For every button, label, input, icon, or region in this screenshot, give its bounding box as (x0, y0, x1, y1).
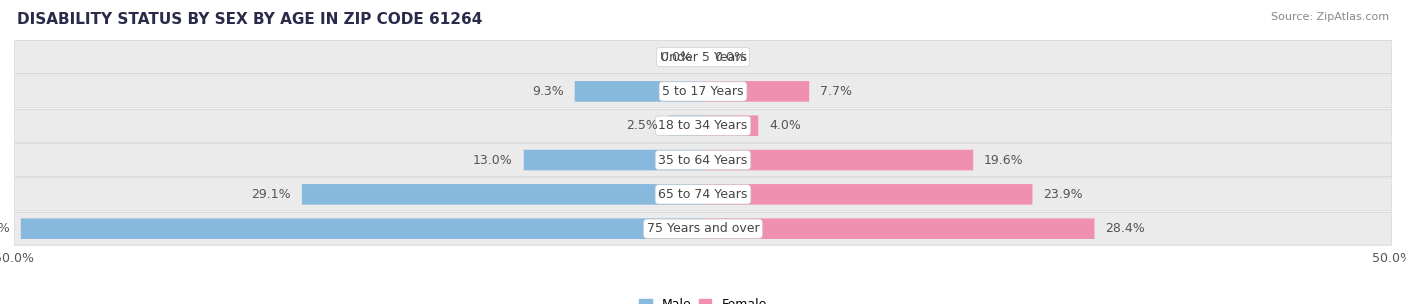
Text: 0.0%: 0.0% (714, 50, 747, 64)
Legend: Male, Female: Male, Female (640, 298, 766, 304)
Text: 19.6%: 19.6% (984, 154, 1024, 167)
FancyBboxPatch shape (14, 41, 1392, 74)
FancyBboxPatch shape (703, 184, 1032, 205)
Text: 0.0%: 0.0% (659, 50, 692, 64)
Text: 75 Years and over: 75 Years and over (647, 222, 759, 235)
Text: 29.1%: 29.1% (252, 188, 291, 201)
Text: 35 to 64 Years: 35 to 64 Years (658, 154, 748, 167)
Text: Under 5 Years: Under 5 Years (659, 50, 747, 64)
Text: 49.5%: 49.5% (0, 222, 10, 235)
Text: 18 to 34 Years: 18 to 34 Years (658, 119, 748, 132)
Text: 65 to 74 Years: 65 to 74 Years (658, 188, 748, 201)
FancyBboxPatch shape (703, 116, 758, 136)
Text: 4.0%: 4.0% (769, 119, 801, 132)
Text: 13.0%: 13.0% (472, 154, 513, 167)
FancyBboxPatch shape (14, 143, 1392, 177)
FancyBboxPatch shape (703, 81, 810, 102)
Text: DISABILITY STATUS BY SEX BY AGE IN ZIP CODE 61264: DISABILITY STATUS BY SEX BY AGE IN ZIP C… (17, 12, 482, 27)
FancyBboxPatch shape (21, 218, 703, 239)
FancyBboxPatch shape (575, 81, 703, 102)
FancyBboxPatch shape (14, 75, 1392, 108)
FancyBboxPatch shape (668, 116, 703, 136)
Text: 9.3%: 9.3% (531, 85, 564, 98)
Text: 7.7%: 7.7% (820, 85, 852, 98)
Text: 5 to 17 Years: 5 to 17 Years (662, 85, 744, 98)
FancyBboxPatch shape (14, 212, 1392, 245)
Text: 2.5%: 2.5% (626, 119, 658, 132)
FancyBboxPatch shape (14, 178, 1392, 211)
FancyBboxPatch shape (302, 184, 703, 205)
FancyBboxPatch shape (703, 150, 973, 170)
Text: 28.4%: 28.4% (1105, 222, 1144, 235)
FancyBboxPatch shape (14, 109, 1392, 142)
FancyBboxPatch shape (703, 218, 1094, 239)
FancyBboxPatch shape (524, 150, 703, 170)
Text: 23.9%: 23.9% (1043, 188, 1083, 201)
Text: Source: ZipAtlas.com: Source: ZipAtlas.com (1271, 12, 1389, 22)
